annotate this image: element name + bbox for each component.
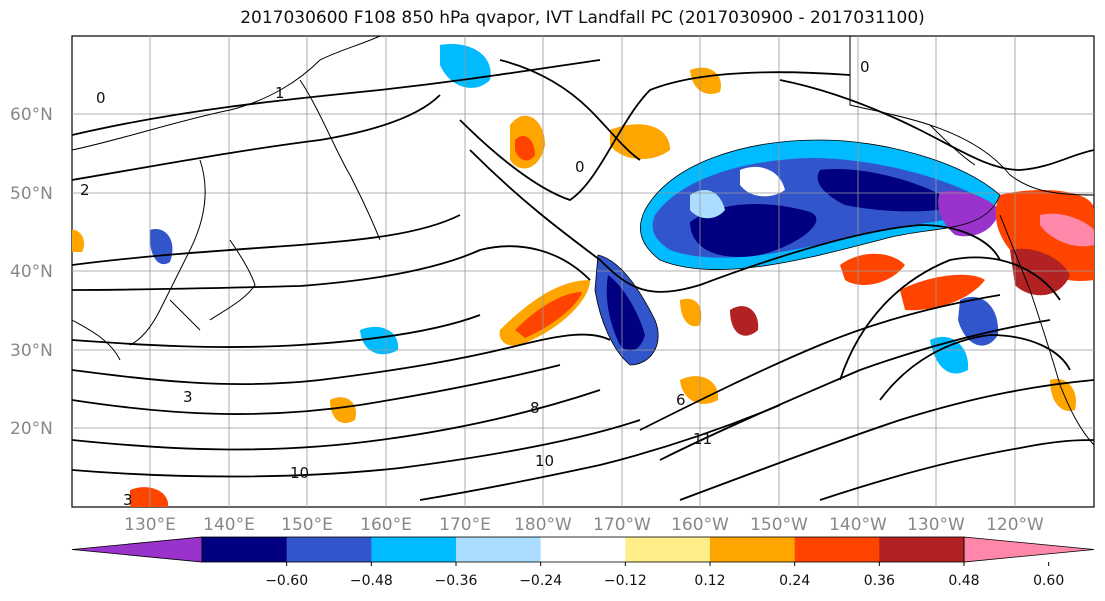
map-title: 2017030600 F108 850 hPa qvapor, IVT Land… (240, 8, 925, 28)
colorbar-tick-label: −0.12 (604, 573, 647, 589)
colorbar-tick-label: −0.36 (435, 573, 478, 589)
colorbar-segment (286, 537, 372, 562)
lon-label: 130°E (124, 515, 176, 535)
colorbar: −0.60 −0.48 −0.36 −0.24 −0.12 0.12 0.24 0.36 0.4… (71, 536, 1095, 589)
colorbar-segment (371, 537, 457, 562)
colorbar-segment (625, 537, 711, 562)
contour-label: 3 (123, 491, 133, 509)
colorbar-extend-high (963, 536, 1095, 563)
lon-label: 170°E (439, 515, 491, 535)
contour-label: 2 (80, 181, 90, 199)
lat-label-30n: 30°N (10, 341, 53, 361)
contour-label: 8 (530, 399, 540, 417)
lon-label: 150°E (281, 515, 333, 535)
colorbar-tick-label: 0.48 (948, 573, 979, 589)
lon-label: 160°E (360, 515, 412, 535)
colorbar-tick-label: −0.24 (519, 573, 562, 589)
lat-label-50n: 50°N (10, 184, 53, 204)
colorbar-tick-label: 0.12 (694, 573, 725, 589)
lon-label: 140°E (203, 515, 255, 535)
colorbar-segment (202, 537, 288, 562)
contour-label: 6 (676, 391, 686, 409)
colorbar-segment (540, 537, 626, 562)
longitude-labels: 130°E 140°E 150°E 160°E 170°E 180°W 170°… (124, 515, 1044, 535)
lon-label: 180°W (514, 515, 572, 535)
lon-label: 120°W (986, 515, 1044, 535)
colorbar-frame (201, 536, 965, 563)
colorbar-segment (710, 537, 796, 562)
contour-label: 3 (183, 388, 193, 406)
colorbar-segment (879, 537, 965, 562)
shading-layer (72, 44, 1094, 507)
colorbar-segment (456, 537, 542, 562)
lon-label: 150°W (750, 515, 808, 535)
colorbar-extend-low (71, 536, 203, 563)
colorbar-tick-label: 0.24 (779, 573, 810, 589)
anomaly-outlines (594, 139, 1001, 366)
contours (72, 59, 1094, 501)
lat-label-40n: 40°N (10, 262, 53, 282)
contour-label: 11 (693, 430, 712, 448)
colorbar-tick-label: −0.60 (265, 573, 308, 589)
contour-label: 1 (275, 84, 285, 102)
colorbar-tick-label: 0.60 (1033, 573, 1064, 589)
contour-labels: 0 0 1 0 2 3 6 8 10 11 10 3 (80, 58, 870, 509)
colorbar-tick-label: −0.48 (350, 573, 393, 589)
lon-label: 140°W (829, 515, 887, 535)
contour-label: 10 (290, 464, 309, 482)
contour-label: 0 (575, 158, 585, 176)
contour-label: 0 (96, 89, 106, 107)
contour-label: 10 (535, 452, 554, 470)
lon-label: 130°W (907, 515, 965, 535)
lon-label: 170°W (593, 515, 651, 535)
contour-label: 0 (860, 58, 870, 76)
lat-label-60n: 60°N (10, 105, 53, 125)
colorbar-segment (794, 537, 880, 562)
lat-label-20n: 20°N (10, 419, 53, 439)
latitude-labels: 60°N 50°N 40°N 30°N 20°N (10, 105, 53, 439)
colorbar-tick-label: 0.36 (864, 573, 895, 589)
lon-label: 160°W (671, 515, 729, 535)
